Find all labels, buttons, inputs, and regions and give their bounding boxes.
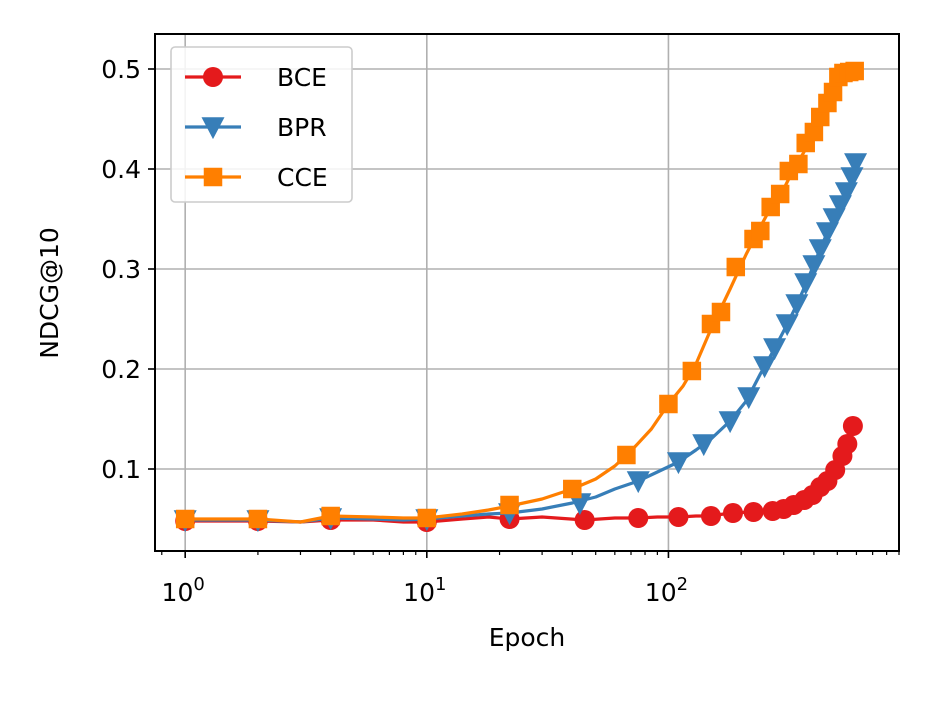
data-point-cce xyxy=(417,508,437,528)
y-tick-label: 0.2 xyxy=(101,355,141,384)
data-point-bce xyxy=(743,502,764,522)
data-point-bce xyxy=(722,503,743,523)
data-point-bpr xyxy=(718,411,742,434)
data-point-bpr xyxy=(775,314,799,337)
x-tick-label: 101 xyxy=(403,574,446,607)
series-bce xyxy=(175,416,863,532)
y-tick-label: 0.5 xyxy=(101,55,141,84)
data-point-cce xyxy=(845,61,864,81)
data-point-bce xyxy=(837,434,858,454)
data-point-cce xyxy=(726,257,746,277)
legend-marker-bpr xyxy=(201,117,225,140)
y-tick-label: 0.3 xyxy=(101,255,141,284)
data-point-bpr xyxy=(840,167,864,190)
data-point-bce xyxy=(668,507,689,527)
legend-label-cce: CCE xyxy=(277,163,328,192)
x-tick-label: 102 xyxy=(645,574,688,607)
data-point-bpr xyxy=(785,294,809,317)
data-point-bce xyxy=(628,508,649,528)
data-point-bce xyxy=(574,510,595,530)
data-point-bpr xyxy=(753,356,777,379)
data-point-bpr xyxy=(794,273,818,296)
legend-entry-bpr: BPR xyxy=(185,113,327,142)
data-point-cce xyxy=(175,509,195,529)
data-point-cce xyxy=(248,509,268,529)
data-point-cce xyxy=(500,495,519,515)
legend-label-bce: BCE xyxy=(277,63,327,92)
data-point-cce xyxy=(711,302,731,322)
ticks: 100 101 102 0.1 0.2 0.3 0.4 0.5 xyxy=(101,55,900,607)
legend-marker-bce xyxy=(203,67,223,87)
legend-entry-bce: BCE xyxy=(185,63,327,92)
data-point-bpr xyxy=(666,452,690,475)
data-point-cce xyxy=(321,506,340,526)
data-point-bce xyxy=(700,506,721,526)
data-point-cce xyxy=(659,394,678,414)
data-point-cce xyxy=(751,221,770,241)
plot-frame xyxy=(154,33,900,552)
data-point-bpr xyxy=(802,255,826,278)
legend-label-bpr: BPR xyxy=(277,113,327,142)
y-tick-label: 0.4 xyxy=(101,155,141,184)
data-point-cce xyxy=(770,184,790,204)
y-axis-label: NDCG@10 xyxy=(35,227,64,359)
data-point-bpr xyxy=(737,387,761,410)
data-point-cce xyxy=(563,479,582,499)
x-tick-label: 100 xyxy=(162,574,205,607)
legend-entry-cce: CCE xyxy=(185,163,328,192)
data-point-bce xyxy=(842,416,863,436)
data-point-bpr xyxy=(808,239,832,262)
y-tick-label: 0.1 xyxy=(101,455,141,484)
x-axis-label: Epoch xyxy=(489,623,566,652)
data-point-bpr xyxy=(568,493,592,516)
data-point-bpr xyxy=(763,338,787,361)
data-point-cce xyxy=(617,445,636,465)
series-layer xyxy=(173,61,868,533)
data-point-cce xyxy=(804,122,824,142)
data-point-bpr xyxy=(626,471,650,494)
legend: BCE BPR CCE xyxy=(170,46,353,203)
data-point-cce xyxy=(789,154,808,174)
data-point-cce xyxy=(823,82,843,102)
data-point-cce xyxy=(811,107,830,127)
data-point-bpr xyxy=(844,153,868,176)
series-cce xyxy=(175,61,864,529)
data-point-bpr xyxy=(692,434,716,457)
legend-marker-cce xyxy=(203,167,223,187)
data-point-cce xyxy=(682,361,702,381)
